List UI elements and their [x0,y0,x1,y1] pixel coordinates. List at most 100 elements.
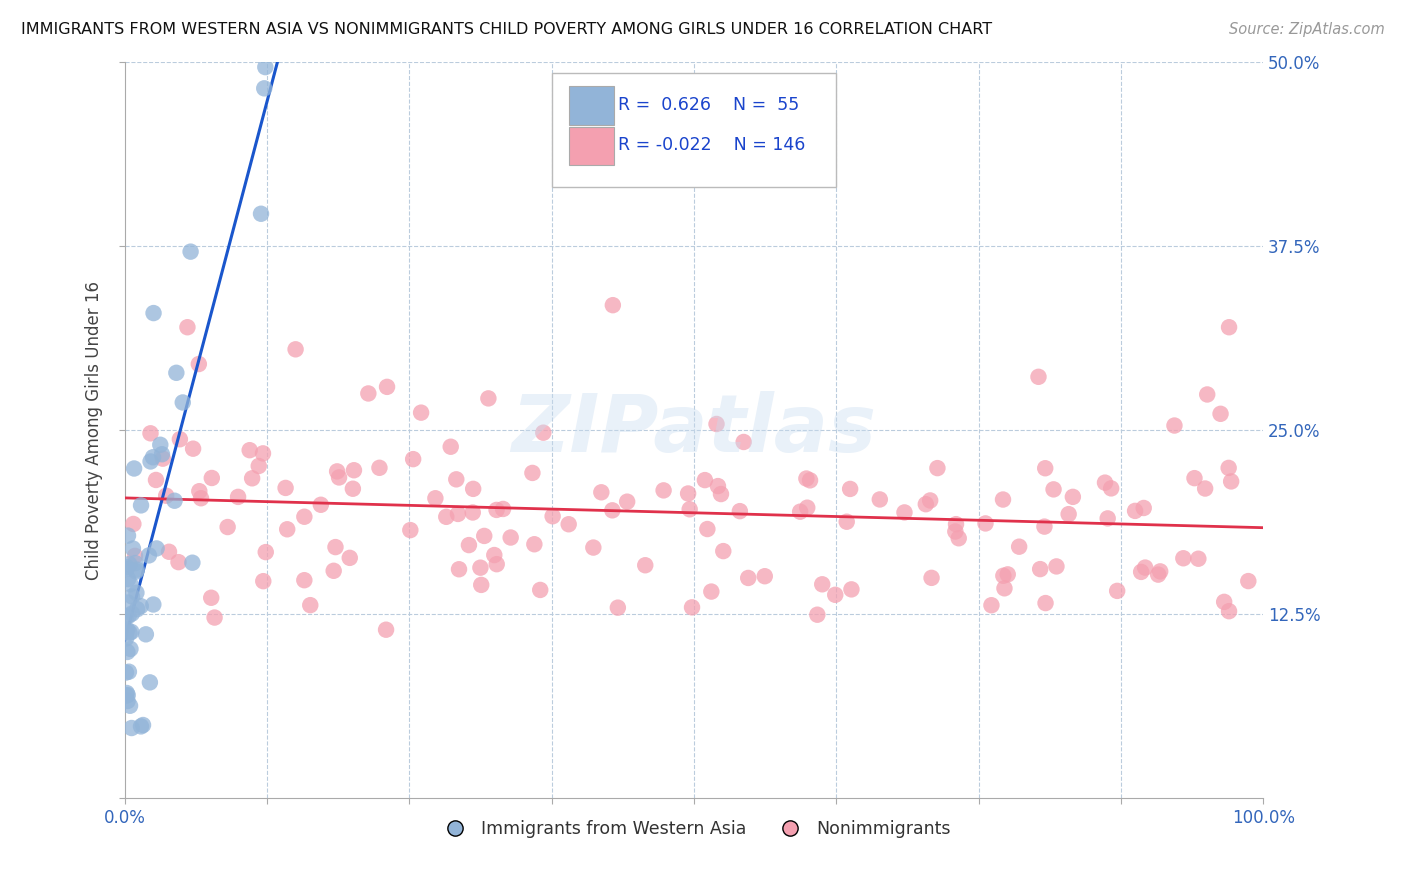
Point [239,443,262,458]
Point [1094,475,1116,490]
Point [696,522,718,536]
Point [122,541,145,556]
Point [139,426,162,441]
Point [706,417,728,431]
Point [1123,504,1146,518]
Point [217,520,239,534]
Point [707,479,730,493]
Point [187,357,209,371]
Point [240,471,263,485]
Point [1107,583,1129,598]
Point [737,571,759,585]
Point [1173,551,1195,566]
Point [463,482,485,496]
Point [835,515,858,529]
Point [118,665,141,679]
Point [124,556,146,570]
Point [411,406,433,420]
Point [1132,500,1154,515]
Point [1133,560,1156,574]
Point [839,482,862,496]
Point [1220,475,1243,489]
Point [115,610,138,624]
Point [1008,540,1031,554]
Point [616,494,638,508]
Point [447,562,470,576]
Point [1197,387,1219,401]
Point [869,492,891,507]
Point [139,454,162,468]
Point [997,567,1019,582]
Point [142,598,165,612]
Point [167,555,190,569]
Point [190,491,212,506]
Point [700,584,723,599]
Point [276,522,298,536]
Point [472,529,495,543]
Point [284,343,307,357]
Point [326,464,349,478]
Point [117,688,139,702]
FancyBboxPatch shape [551,73,837,187]
Point [172,395,194,409]
Point [591,485,613,500]
Point [115,689,138,703]
Point [138,549,160,563]
Text: Source: ZipAtlas.com: Source: ZipAtlas.com [1229,22,1385,37]
Point [446,472,468,486]
Point [477,392,499,406]
Point [710,487,733,501]
Point [115,632,138,646]
Point [117,595,139,609]
Point [1029,562,1052,576]
Point [118,608,141,623]
Point [681,600,703,615]
Point [129,599,152,614]
Point [135,627,157,641]
Point [375,380,398,394]
Point [122,516,145,531]
Point [1099,482,1122,496]
Point [993,582,1015,596]
Point [117,645,139,659]
Point [461,506,484,520]
Point [485,503,508,517]
Point [115,665,138,680]
Point [447,507,470,521]
Point [754,569,776,583]
Point [150,447,173,461]
Point [165,366,187,380]
Point [733,434,755,449]
Point [993,568,1015,582]
Point [921,571,943,585]
Point [402,452,425,467]
Point [328,470,350,484]
Point [1213,595,1236,609]
Point [115,623,138,637]
Point [1033,461,1056,475]
Point [343,463,366,477]
Point [522,466,544,480]
Point [139,675,162,690]
Point [1028,369,1050,384]
Point [118,557,141,571]
Point [945,517,967,532]
Point [309,498,332,512]
Point [117,528,139,542]
Point [634,558,657,573]
Point [120,642,142,657]
Point [181,556,204,570]
Point [1184,471,1206,485]
Point [541,509,564,524]
Point [181,442,204,456]
Point [492,502,515,516]
Point [1045,559,1067,574]
Point [169,432,191,446]
Text: IMMIGRANTS FROM WESTERN ASIA VS NONIMMIGRANTS CHILD POVERTY AMONG GIRLS UNDER 16: IMMIGRANTS FROM WESTERN ASIA VS NONIMMIG… [21,22,993,37]
Point [180,244,202,259]
Point [339,550,361,565]
Point [557,517,579,532]
Point [711,544,734,558]
Point [125,586,148,600]
Point [121,607,143,621]
